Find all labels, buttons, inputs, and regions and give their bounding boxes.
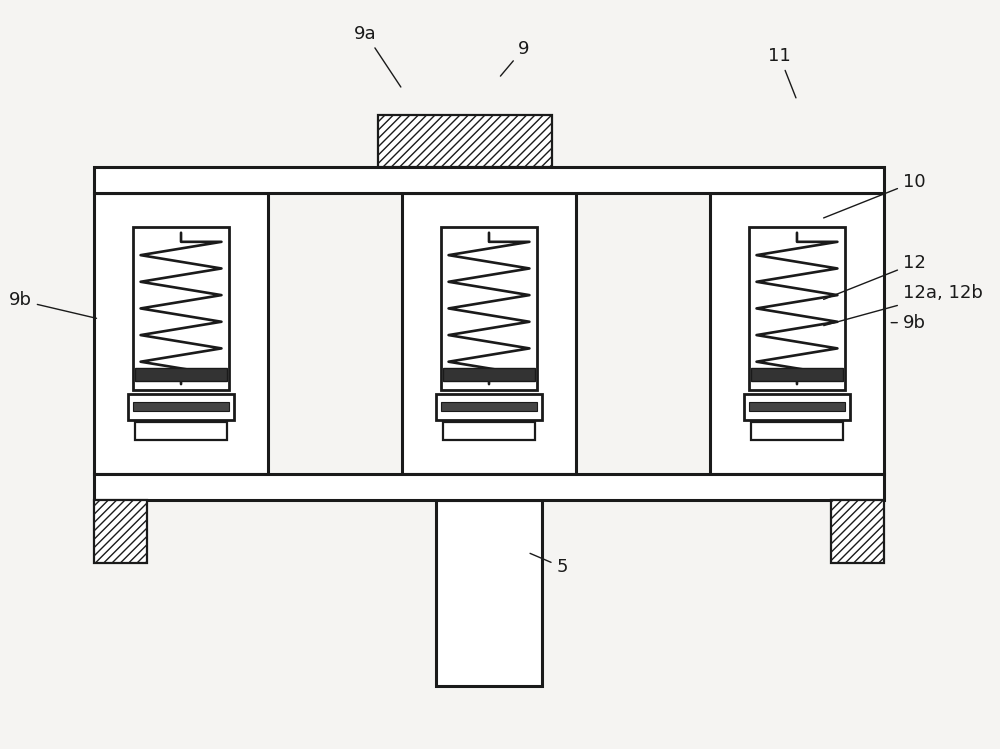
Bar (710, 193, 884, 474)
Text: 5: 5 (530, 554, 568, 576)
Bar (402, 193, 576, 474)
Text: 9b: 9b (891, 314, 926, 332)
Bar (378, 115, 552, 167)
Bar (831, 500, 884, 563)
Bar (441, 402, 537, 411)
Text: 12: 12 (824, 255, 926, 300)
Text: 12a, 12b: 12a, 12b (824, 284, 983, 326)
Bar (133, 227, 229, 390)
Text: 10: 10 (824, 173, 925, 218)
Bar (94, 193, 268, 474)
Bar (443, 368, 535, 381)
Bar (436, 394, 542, 419)
Text: 9b: 9b (9, 291, 97, 318)
Bar (135, 422, 227, 440)
Bar (128, 394, 234, 419)
Bar (133, 402, 229, 411)
Bar (436, 500, 542, 685)
Text: 9: 9 (500, 40, 529, 76)
Bar (443, 422, 535, 440)
Bar (94, 500, 147, 563)
Bar (749, 227, 845, 390)
Text: 11: 11 (768, 47, 796, 98)
Bar (94, 167, 884, 193)
Bar (135, 368, 227, 381)
Bar (441, 227, 537, 390)
Bar (751, 422, 843, 440)
Text: 9a: 9a (354, 25, 401, 87)
Bar (749, 402, 845, 411)
Bar (94, 474, 884, 500)
Bar (751, 368, 843, 381)
Bar (744, 394, 850, 419)
